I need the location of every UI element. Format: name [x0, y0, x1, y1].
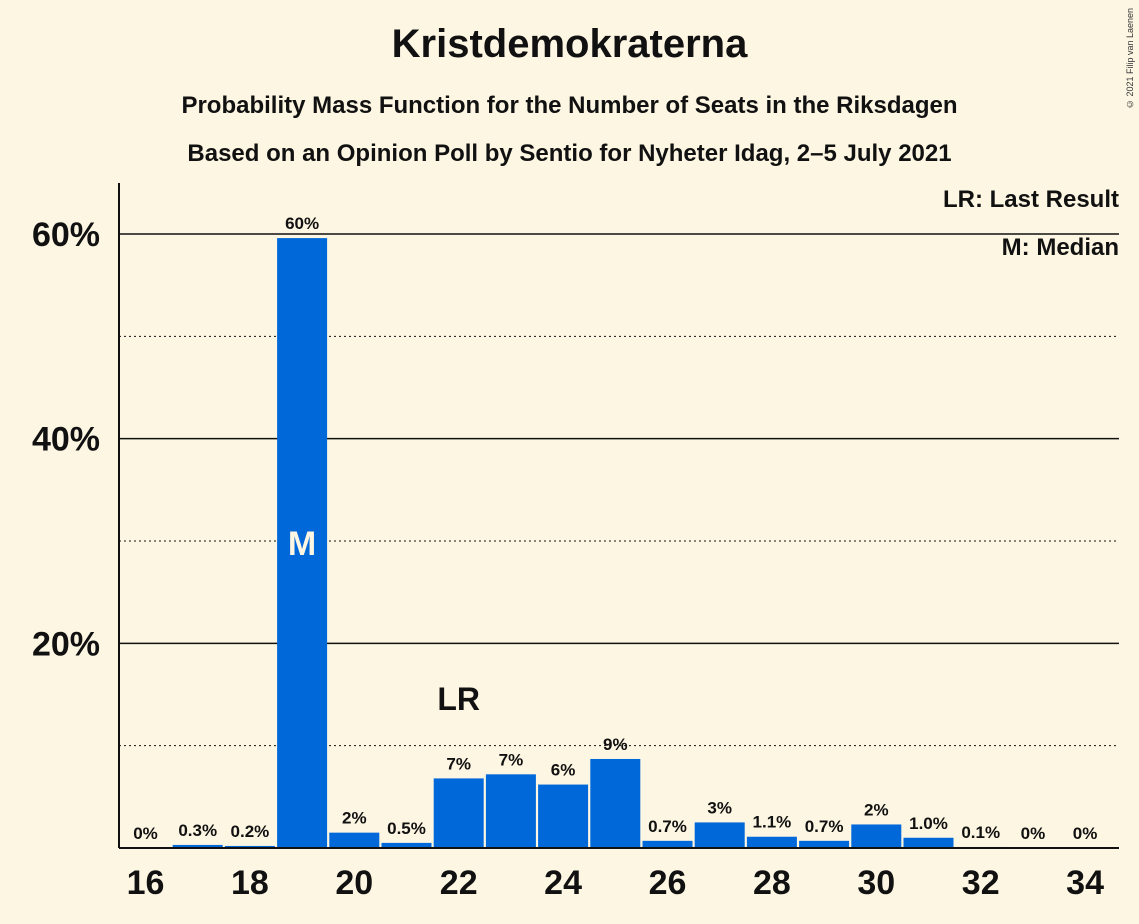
x-tick-label: 34: [1066, 864, 1104, 902]
x-tick-label: 24: [544, 864, 582, 902]
bar-value-label: 0.7%: [805, 817, 844, 836]
bar-seat-23: [485, 774, 536, 848]
bar-value-label: 0.2%: [231, 822, 270, 841]
x-tick-label: 20: [335, 864, 373, 902]
bar-value-label: 7%: [446, 754, 471, 773]
bar-value-label: 1.0%: [909, 814, 948, 833]
bar-seat-26: [642, 840, 693, 848]
bar-seat-20: [329, 832, 380, 848]
bar-seat-22: [433, 778, 484, 848]
x-tick-label: 30: [857, 864, 895, 902]
bar-seat-28: [746, 836, 797, 848]
y-tick-label: 60%: [32, 216, 100, 254]
bar-value-label: 1.1%: [753, 813, 792, 832]
bar-value-label: 3%: [707, 798, 732, 817]
x-tick-label: 32: [962, 864, 1000, 902]
bar-value-label: 0.5%: [387, 819, 426, 838]
y-tick-label: 40%: [32, 421, 100, 459]
legend-last-result: LR: Last Result: [942, 186, 1119, 213]
x-tick-label: 28: [753, 864, 791, 902]
median-marker: M: [288, 525, 316, 563]
bar-seat-27: [694, 822, 745, 848]
bar-seat-18: [224, 845, 275, 848]
bar-value-label: 7%: [499, 750, 524, 769]
bar-seat-30: [851, 824, 902, 848]
x-tick-label: 18: [231, 864, 269, 902]
bar-seat-21: [381, 842, 432, 848]
legend-median: M: Median: [1001, 234, 1119, 261]
chart-subtitle: Probability Mass Function for the Number…: [181, 92, 958, 119]
last-result-marker: LR: [437, 681, 480, 717]
bar-value-label: 9%: [603, 735, 628, 754]
bar-value-label: 2%: [864, 800, 889, 819]
bar-seat-31: [903, 837, 954, 848]
bar-seat-19: [277, 238, 328, 849]
bar-value-label: 6%: [551, 761, 576, 780]
x-tick-label: 16: [127, 864, 165, 902]
bar-value-label: 60%: [285, 214, 319, 233]
bar-seat-17: [172, 844, 223, 848]
x-tick-label: 22: [440, 864, 478, 902]
bar-value-label: 0%: [1073, 824, 1098, 843]
bar-seat-29: [799, 840, 850, 848]
bar-value-label: 0.7%: [648, 817, 687, 836]
bar-seat-24: [538, 784, 589, 848]
bar-value-label: 2%: [342, 809, 367, 828]
bar-value-label: 0%: [133, 824, 158, 843]
y-tick-label: 20%: [32, 625, 100, 663]
bar-value-label: 0%: [1021, 824, 1046, 843]
chart-title: Kristdemokraterna: [391, 22, 748, 66]
bar-value-label: 0.1%: [961, 823, 1000, 842]
chart-subtitle-poll: Based on an Opinion Poll by Sentio for N…: [187, 140, 952, 167]
bar-seat-25: [590, 758, 641, 848]
bar-value-label: 0.3%: [178, 821, 217, 840]
x-tick-label: 26: [649, 864, 687, 902]
